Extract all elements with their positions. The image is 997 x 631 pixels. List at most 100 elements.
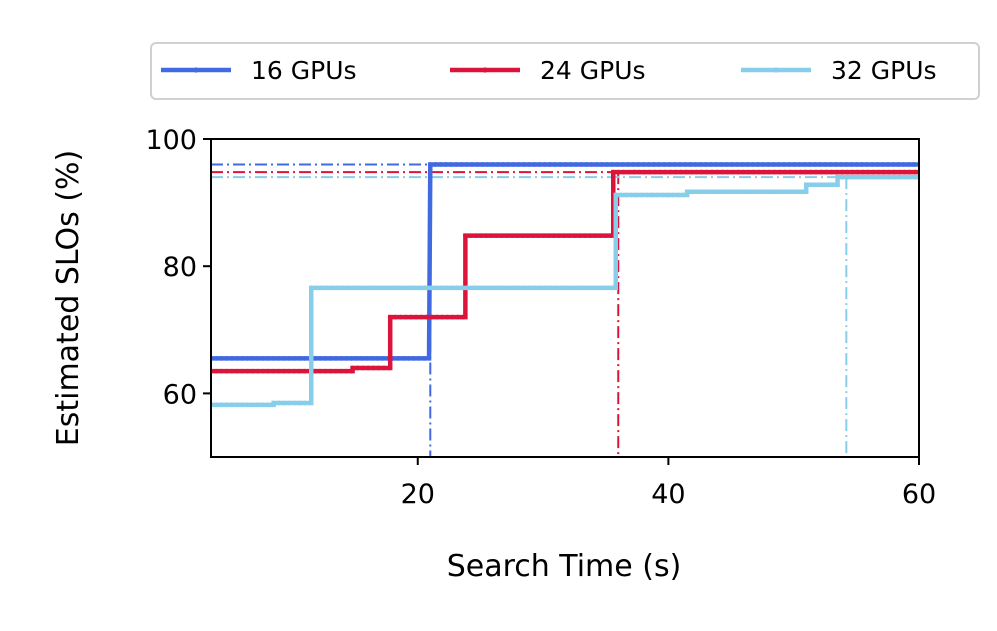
series-3-marker — [516, 285, 522, 291]
series-1-marker — [297, 356, 302, 361]
series-2-marker — [265, 368, 271, 374]
series-2-marker — [403, 314, 409, 320]
series-1-marker — [547, 162, 553, 167]
series-1-marker — [291, 356, 297, 361]
series-2-marker — [255, 368, 261, 374]
series-3-marker — [334, 285, 340, 291]
series-1-marker — [890, 162, 896, 167]
series-1-marker — [490, 162, 495, 167]
series-2-marker — [608, 233, 614, 238]
series-2-marker — [460, 314, 466, 320]
series-2-marker — [338, 368, 344, 374]
series-3-marker — [307, 400, 313, 406]
series-2-marker — [740, 169, 746, 175]
series-1-marker — [526, 162, 532, 167]
series-1-marker — [229, 356, 235, 361]
series-3-marker — [366, 285, 371, 291]
series-1-marker — [776, 162, 781, 167]
series-2-marker — [694, 169, 699, 175]
series-1-marker — [817, 162, 823, 167]
series-1-marker — [859, 162, 865, 167]
series-3-marker — [490, 285, 496, 291]
series-2-marker — [328, 368, 333, 374]
series-1-marker — [281, 356, 287, 361]
series-1-marker — [343, 356, 349, 361]
series-2-marker — [798, 169, 803, 175]
series-2-marker — [360, 365, 366, 371]
series-1-marker — [416, 356, 422, 361]
series-3-marker — [250, 402, 255, 408]
series-1-marker — [568, 162, 573, 167]
series-3-marker — [655, 192, 660, 198]
series-2-marker — [787, 169, 793, 175]
series-1-marker — [578, 162, 584, 167]
x-tick-label: 60 — [902, 479, 936, 510]
legend-marker-1 — [193, 67, 199, 73]
series-2-marker — [572, 233, 577, 238]
series-3-marker — [762, 189, 768, 195]
series-2-marker — [642, 169, 647, 175]
series-3-marker — [350, 285, 356, 291]
series-1-marker — [427, 162, 433, 167]
series-3-marker — [292, 400, 297, 406]
series-1-marker — [271, 356, 276, 361]
series-3-marker — [433, 285, 439, 291]
series-1-marker — [604, 162, 610, 167]
series-2-marker — [631, 169, 637, 175]
series-3-marker — [700, 189, 706, 195]
series-3-marker — [329, 285, 335, 291]
series-3-marker — [866, 174, 872, 180]
series-1-marker — [615, 162, 620, 167]
series-1-marker — [895, 162, 901, 167]
series-2-marker — [860, 169, 866, 175]
series-1-marker — [791, 162, 797, 167]
series-3-marker — [600, 285, 605, 291]
series-3-marker — [644, 192, 650, 198]
series-3-marker — [623, 192, 629, 198]
series-1-marker — [807, 162, 813, 167]
series-3-marker — [376, 285, 382, 291]
series-3-marker — [829, 182, 835, 188]
series-2-marker — [621, 169, 626, 175]
series-2-marker — [371, 365, 376, 371]
series-1-marker — [406, 356, 411, 361]
series-2-marker — [386, 365, 392, 371]
axes: 20 40 60 60 80 100 — [145, 125, 936, 510]
series-3-marker — [542, 285, 548, 291]
series-2-marker — [751, 169, 756, 175]
series-1-marker — [724, 162, 729, 167]
series-3-marker — [639, 192, 645, 198]
series-1-marker — [265, 356, 271, 361]
series-3-marker — [819, 182, 825, 188]
series-2-marker — [616, 169, 621, 175]
series-1-marker — [677, 162, 683, 167]
series-2-marker — [598, 233, 603, 238]
series-2-marker — [393, 314, 398, 320]
series-2-marker — [829, 169, 834, 175]
series-1-marker — [583, 162, 589, 167]
series-1-marker — [516, 162, 521, 167]
series-3-marker — [665, 192, 671, 198]
series-1-marker — [833, 162, 839, 167]
series-3-marker — [861, 174, 866, 180]
series-3-marker — [589, 285, 595, 291]
series-2-marker — [725, 169, 730, 175]
series-2-marker — [850, 169, 855, 175]
series-2-marker — [709, 169, 715, 175]
series-2-marker — [468, 233, 473, 238]
series-3-marker — [501, 285, 506, 291]
series-1-marker — [380, 356, 385, 361]
series-3-marker — [397, 285, 402, 291]
series-2-marker — [896, 169, 902, 175]
series-2-marker — [844, 169, 850, 175]
series-3-marker — [613, 192, 619, 198]
series-3-marker — [340, 285, 345, 291]
series-3-marker — [705, 189, 711, 195]
series-1-marker — [401, 356, 406, 361]
series-3-marker — [470, 285, 475, 291]
series-2-marker — [546, 233, 551, 238]
series-3-marker — [548, 285, 553, 291]
series-3-marker — [402, 285, 408, 291]
y-tick-label: 100 — [145, 125, 197, 156]
